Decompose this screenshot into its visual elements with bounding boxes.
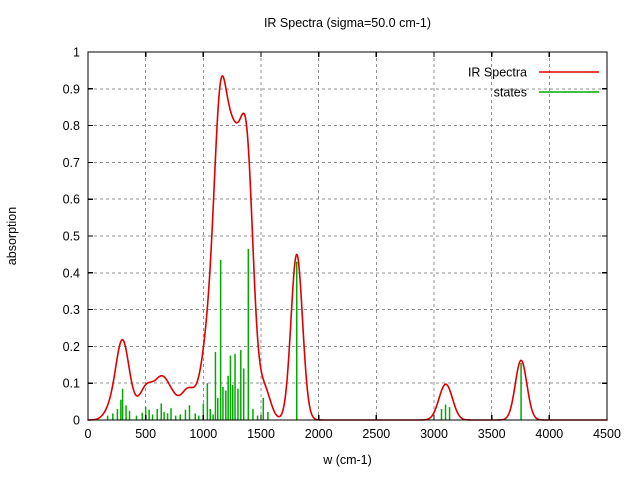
y-tick-label: 0.2 (63, 340, 80, 354)
y-tick-label: 0.9 (63, 82, 80, 96)
x-tick-label: 500 (135, 427, 156, 441)
x-tick-label: 1000 (189, 427, 217, 441)
page-title: IR Spectra (sigma=50.0 cm-1) (264, 16, 431, 30)
legend-label-2: states (494, 86, 527, 100)
legend-label-1: IR Spectra (468, 66, 527, 80)
x-tick-label: 3000 (420, 427, 448, 441)
y-tick-label: 0.5 (63, 230, 80, 244)
y-tick-label: 0.1 (63, 377, 80, 391)
x-axis-title: w (cm-1) (322, 453, 372, 467)
y-tick-label: 1 (73, 46, 80, 60)
x-tick-label: 4000 (535, 427, 563, 441)
states-stick-series (106, 248, 522, 420)
x-tick-label: 4500 (593, 427, 621, 441)
x-tick-label: 2500 (362, 427, 390, 441)
y-axis-title: absorption (5, 207, 19, 265)
x-tick-label: 3500 (478, 427, 506, 441)
y-tick-label: 0.7 (63, 156, 80, 170)
x-tick-label: 0 (85, 427, 92, 441)
x-tick-label: 1500 (247, 427, 275, 441)
x-tick-label: 2000 (305, 427, 333, 441)
y-tick-label: 0.6 (63, 193, 80, 207)
y-tick-label: 0 (73, 414, 80, 428)
y-tick-label: 0.8 (63, 119, 80, 133)
y-tick-label: 0.3 (63, 303, 80, 317)
y-tick-label: 0.4 (63, 266, 80, 280)
